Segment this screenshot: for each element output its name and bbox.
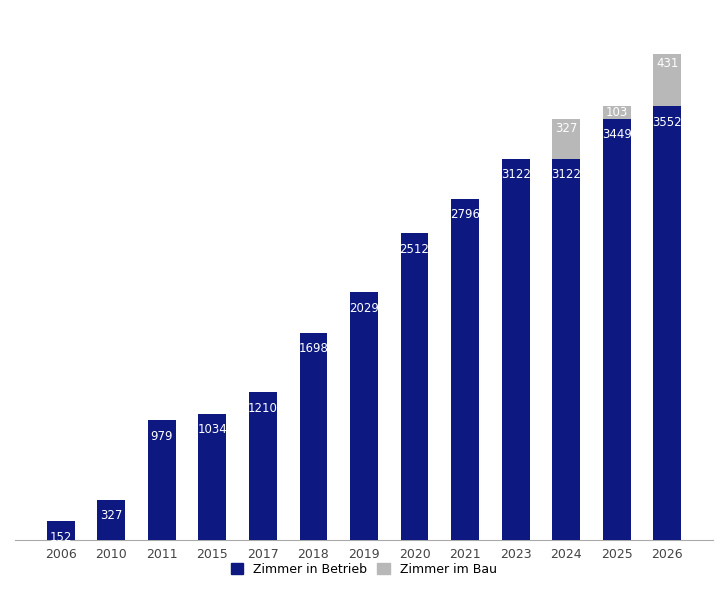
Text: 2029: 2029 (349, 302, 379, 315)
Bar (451, 198, 479, 540)
Text: 103: 103 (606, 106, 628, 119)
Text: 327: 327 (100, 509, 122, 522)
Text: 1698: 1698 (298, 342, 328, 355)
Text: 979: 979 (151, 430, 173, 443)
Text: 1210: 1210 (248, 402, 278, 415)
Text: 3552: 3552 (652, 116, 682, 129)
Text: 1034: 1034 (197, 423, 227, 436)
Bar (603, 119, 630, 540)
Bar (98, 500, 125, 540)
Bar (148, 420, 175, 540)
Text: 2796: 2796 (450, 208, 480, 221)
Bar (502, 159, 529, 540)
Bar (350, 292, 378, 540)
Bar (654, 107, 681, 540)
Text: 327: 327 (555, 122, 577, 135)
Legend: Zimmer in Betrieb, Zimmer im Bau: Zimmer in Betrieb, Zimmer im Bau (226, 558, 502, 581)
Bar (199, 414, 226, 540)
Text: 431: 431 (656, 57, 678, 70)
Text: 3449: 3449 (602, 128, 632, 141)
Bar (553, 159, 580, 540)
Bar (47, 521, 74, 540)
Bar (299, 333, 328, 540)
Text: 152: 152 (50, 531, 72, 544)
Bar (553, 119, 580, 159)
Text: 3122: 3122 (501, 168, 531, 181)
Text: 3122: 3122 (551, 168, 581, 181)
Bar (603, 107, 630, 119)
Bar (249, 392, 277, 540)
Bar (654, 54, 681, 107)
Bar (400, 233, 429, 540)
Text: 2512: 2512 (400, 243, 430, 256)
